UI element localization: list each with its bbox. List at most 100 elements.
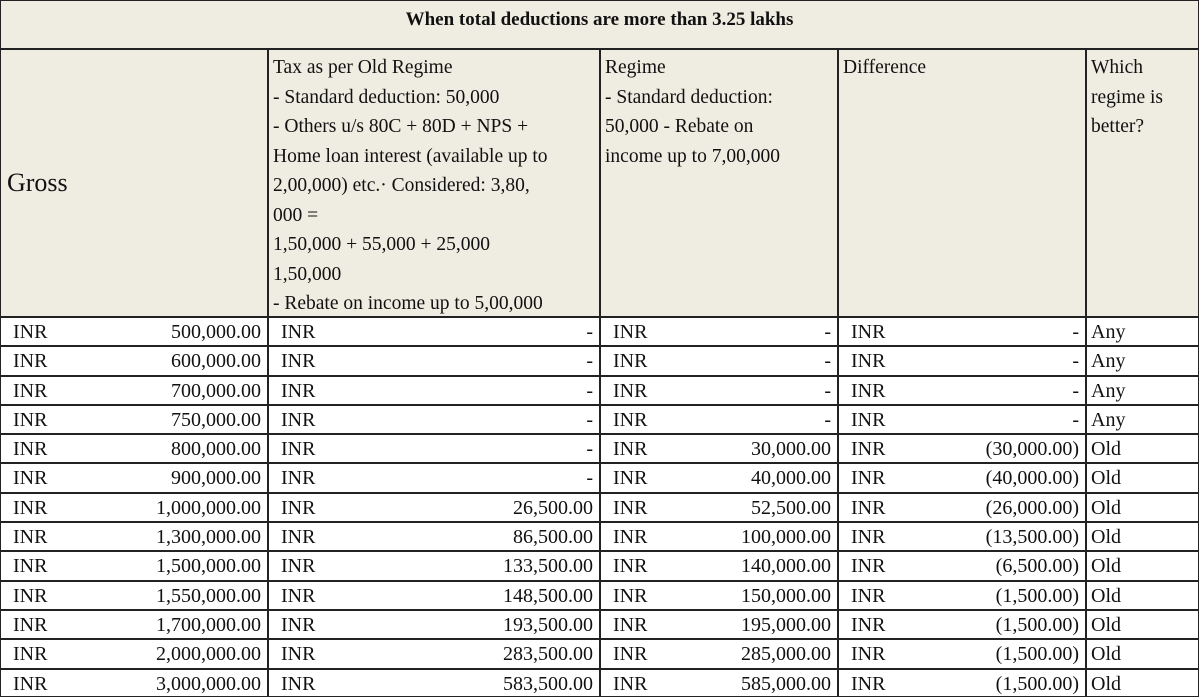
gross-cell: INR 600,000.00 — [1, 347, 269, 375]
better-cell: Old — [1087, 640, 1198, 667]
better-cell: Old — [1087, 523, 1198, 550]
old-regime-currency: INR — [281, 496, 316, 519]
gross-currency: INR — [13, 526, 48, 549]
old-regime-amount: 26,500.00 — [513, 496, 593, 519]
table-row: INR 1,300,000.00 INR 86,500.00 INR 100,0… — [1, 521, 1198, 551]
gross-amount: 1,550,000.00 — [156, 584, 261, 607]
old-regime-amount: 193,500.00 — [503, 613, 593, 636]
difference-cell: INR (26,000.00) — [839, 493, 1087, 522]
difference-amount: (1,500.00) — [995, 672, 1079, 695]
new-regime-currency: INR — [613, 408, 648, 431]
old-regime-cell: INR - — [269, 318, 601, 346]
header-old-regime-text: Tax as per Old Regime - Standard deducti… — [273, 57, 548, 314]
gross-amount: 3,000,000.00 — [156, 672, 261, 695]
gross-cell: INR 750,000.00 — [1, 405, 269, 434]
new-regime-currency: INR — [613, 496, 648, 519]
new-regime-currency: INR — [613, 672, 648, 695]
gross-cell: INR 900,000.00 — [1, 464, 269, 492]
gross-cell: INR 1,700,000.00 — [1, 610, 269, 639]
gross-currency: INR — [13, 555, 48, 578]
new-regime-currency: INR — [613, 584, 648, 607]
difference-currency: INR — [851, 643, 886, 666]
difference-cell: INR (6,500.00) — [839, 552, 1087, 580]
header-better-text: Which regime is better? — [1091, 57, 1164, 137]
new-regime-currency: INR — [613, 321, 648, 343]
old-regime-currency: INR — [281, 613, 316, 636]
old-regime-currency: INR — [281, 555, 316, 578]
gross-amount: 1,000,000.00 — [156, 496, 261, 519]
old-regime-currency: INR — [281, 321, 316, 343]
new-regime-cell: INR 585,000.00 — [601, 669, 839, 697]
gross-currency: INR — [13, 350, 48, 373]
gross-amount: 600,000.00 — [171, 350, 261, 373]
better-cell: Old — [1087, 552, 1198, 579]
better-regime: Any — [1091, 350, 1126, 373]
gross-amount: 1,300,000.00 — [156, 526, 261, 549]
better-cell: Any — [1087, 347, 1198, 374]
difference-cell: INR (1,500.00) — [839, 581, 1087, 609]
difference-currency: INR — [851, 672, 886, 695]
better-regime: Old — [1091, 613, 1121, 636]
new-regime-currency: INR — [613, 613, 648, 636]
difference-amount: (30,000.00) — [985, 438, 1079, 461]
better-regime: Any — [1091, 379, 1126, 402]
new-regime-amount: - — [824, 408, 831, 431]
table-row: INR 1,500,000.00 INR 133,500.00 INR 140,… — [1, 550, 1198, 580]
gross-cell: INR 3,000,000.00 — [1, 669, 269, 697]
old-regime-cell: INR 26,500.00 — [269, 493, 601, 522]
difference-cell: INR - — [839, 318, 1087, 346]
gross-amount: 700,000.00 — [171, 379, 261, 402]
table-row: INR 1,550,000.00 INR 148,500.00 INR 150,… — [1, 579, 1198, 609]
difference-cell: INR - — [839, 405, 1087, 434]
difference-amount: (13,500.00) — [985, 526, 1079, 549]
old-regime-currency: INR — [281, 672, 316, 695]
new-regime-amount: 140,000.00 — [741, 555, 831, 578]
old-regime-amount: 583,500.00 — [503, 672, 593, 695]
header-gross: Gross — [1, 50, 269, 316]
difference-currency: INR — [851, 321, 886, 343]
old-regime-amount: 133,500.00 — [503, 555, 593, 578]
gross-amount: 2,000,000.00 — [156, 643, 261, 666]
old-regime-currency: INR — [281, 584, 316, 607]
difference-amount: (26,000.00) — [985, 496, 1079, 519]
gross-cell: INR 1,500,000.00 — [1, 552, 269, 580]
table-row: INR 1,000,000.00 INR 26,500.00 INR 52,50… — [1, 491, 1198, 522]
old-regime-amount: 283,500.00 — [503, 643, 593, 666]
old-regime-currency: INR — [281, 379, 316, 402]
old-regime-cell: INR 283,500.00 — [269, 640, 601, 668]
gross-currency: INR — [13, 321, 48, 343]
new-regime-cell: INR - — [601, 405, 839, 434]
old-regime-currency: INR — [281, 643, 316, 666]
new-regime-amount: 150,000.00 — [741, 584, 831, 607]
difference-amount: (1,500.00) — [995, 584, 1079, 607]
gross-cell: INR 700,000.00 — [1, 376, 269, 404]
difference-amount: (1,500.00) — [995, 643, 1079, 666]
table-row: INR 1,700,000.00 INR 193,500.00 INR 195,… — [1, 608, 1198, 639]
new-regime-amount: 30,000.00 — [751, 438, 831, 461]
old-regime-cell: INR 148,500.00 — [269, 581, 601, 609]
better-cell: Any — [1087, 406, 1198, 433]
new-regime-currency: INR — [613, 379, 648, 402]
new-regime-amount: - — [824, 350, 831, 373]
new-regime-amount: 285,000.00 — [741, 643, 831, 666]
table-row: INR 2,000,000.00 INR 283,500.00 INR 285,… — [1, 638, 1198, 668]
gross-currency: INR — [13, 643, 48, 666]
old-regime-currency: INR — [281, 350, 316, 373]
old-regime-cell: INR - — [269, 405, 601, 434]
old-regime-currency: INR — [281, 408, 316, 431]
better-regime: Old — [1091, 467, 1121, 490]
gross-currency: INR — [13, 467, 48, 490]
old-regime-amount: 86,500.00 — [513, 526, 593, 549]
gross-cell: INR 800,000.00 — [1, 435, 269, 463]
new-regime-currency: INR — [613, 526, 648, 549]
old-regime-amount: - — [586, 379, 593, 402]
old-regime-currency: INR — [281, 526, 316, 549]
new-regime-amount: 40,000.00 — [751, 467, 831, 490]
better-regime: Old — [1091, 555, 1121, 578]
table-row: INR 800,000.00 INR - INR 30,000.00 INR (… — [1, 433, 1198, 463]
gross-cell: INR 1,300,000.00 — [1, 523, 269, 551]
new-regime-cell: INR 195,000.00 — [601, 610, 839, 639]
new-regime-cell: INR - — [601, 347, 839, 375]
better-cell: Old — [1087, 582, 1198, 609]
header-gross-label: Gross — [7, 168, 68, 198]
